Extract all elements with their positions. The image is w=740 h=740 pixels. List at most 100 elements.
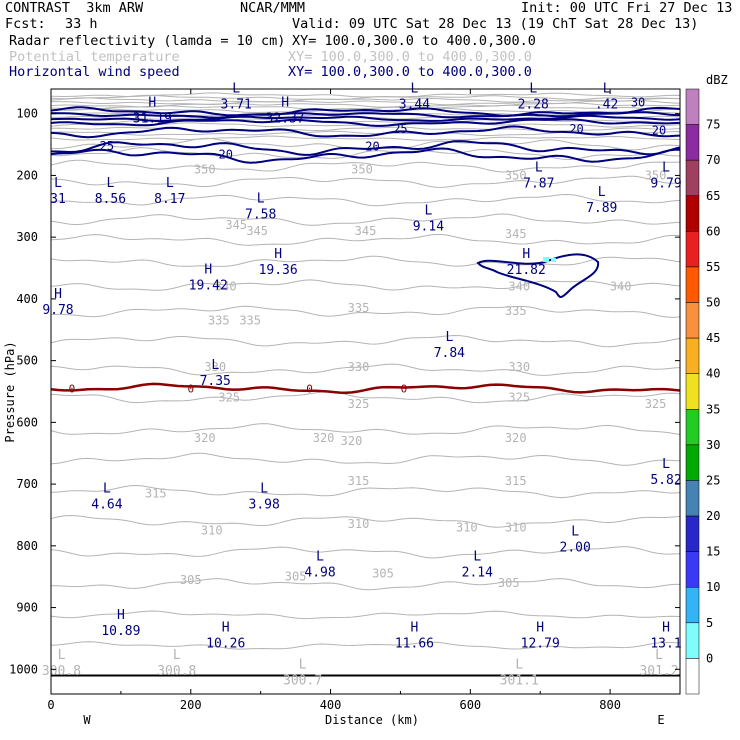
theta-contour-line — [51, 391, 680, 404]
theta-contour-line — [51, 92, 680, 98]
theta-label: 325 — [508, 391, 530, 405]
colorbar-swatch — [685, 266, 700, 303]
colorbar-label: 55 — [706, 260, 720, 274]
extremum-value: 7.35 — [200, 374, 231, 389]
y-tick-label: 400 — [16, 292, 38, 306]
freezing-label: 0 — [187, 382, 194, 395]
theta-label: 320 — [341, 434, 363, 448]
theta-label: 350 — [505, 168, 527, 182]
theta-label: 305 — [372, 567, 394, 581]
theta-contour-line — [51, 423, 680, 436]
extremum-value: 21.82 — [507, 263, 546, 278]
colorbar-label: 15 — [706, 545, 720, 559]
colorbar-swatch — [685, 586, 700, 624]
surface-extremum-letter: L — [173, 648, 181, 663]
extremum-value: 9.79 — [650, 176, 681, 191]
colorbar-label: 5 — [706, 616, 713, 630]
extremum-letter: H — [281, 96, 289, 111]
theta-label: 315 — [145, 486, 167, 500]
theta-contour-line — [51, 102, 680, 108]
wind-contours — [51, 106, 680, 298]
theta-contour-line — [51, 279, 680, 291]
theta-contour-line — [51, 610, 680, 620]
extremum-value: 9.78 — [42, 303, 73, 318]
wind-contour-line — [51, 147, 680, 164]
reflectivity-cell — [551, 258, 556, 262]
extremum-letter: L — [662, 160, 670, 175]
extremum-value: 7.84 — [434, 346, 465, 361]
theta-contour-line — [51, 126, 680, 132]
colorbar-label: 50 — [706, 296, 720, 310]
theta-label: 330 — [204, 360, 226, 374]
colorbar-swatch — [685, 480, 700, 517]
surface-extremum-value: 300.8 — [42, 664, 81, 679]
wind-label: 25 — [100, 139, 114, 153]
fcst-value: 33 h — [65, 16, 98, 32]
theta-contour-line — [51, 578, 680, 591]
wind-contour-line — [51, 118, 680, 127]
extremum-value: 10.89 — [101, 624, 140, 639]
theta-label: 320 — [194, 431, 216, 445]
theta-contour-line — [51, 213, 680, 226]
extremum-value: 31.19 — [133, 112, 172, 127]
colorbar-swatch — [685, 373, 700, 410]
extremum-value: 5.82 — [650, 473, 681, 488]
theta-contour-line — [51, 175, 680, 188]
theta-label: 350 — [351, 162, 373, 176]
extremum-value: 2.28 — [518, 97, 549, 112]
extremum-value: 10.26 — [206, 636, 245, 651]
theta-contour-line — [51, 514, 680, 528]
theta-label: 335 — [505, 304, 527, 318]
colorbar-swatch — [685, 409, 700, 446]
theta-label: 335 — [208, 314, 230, 328]
theta-contour-line — [51, 97, 680, 103]
y-tick-label: 300 — [16, 230, 38, 244]
direction-east: E — [657, 713, 664, 727]
extremum-value: 3.44 — [399, 97, 430, 112]
theta-label: 310 — [456, 520, 478, 534]
extremum-value: .42 — [595, 97, 618, 112]
theta-label: 350 — [194, 162, 216, 176]
wind-label: 20 — [652, 123, 666, 137]
theta-contour-line — [51, 107, 680, 114]
theta-label: 305 — [498, 576, 520, 590]
theta-label: 350 — [645, 168, 667, 182]
wind-contour-line — [51, 125, 680, 139]
theta-label: 340 — [610, 280, 632, 294]
fcst-label: Fcst: — [5, 16, 46, 32]
extremum-value: 3.71 — [221, 97, 252, 112]
extremum-letter: H — [204, 262, 212, 277]
theta-label: 325 — [348, 397, 370, 411]
colorbar-label: 70 — [706, 153, 720, 167]
colorbar-label: 25 — [706, 473, 720, 487]
theta-label: 325 — [645, 397, 667, 411]
theta-contour-line — [51, 546, 680, 559]
extremum-letter: L — [260, 481, 268, 496]
wind-contour-line — [51, 111, 680, 119]
extremum-letter: L — [257, 191, 265, 206]
extremum-letter: H — [117, 608, 125, 623]
extremum-letter: H — [411, 620, 419, 635]
extremum-letter: L — [598, 185, 606, 200]
extremum-value: 12.79 — [521, 636, 560, 651]
colorbar-label: 35 — [706, 402, 720, 416]
extremum-value: 19.42 — [189, 278, 228, 293]
theta-label: 345 — [225, 218, 247, 232]
extremum-letter: H — [54, 287, 62, 302]
y-tick-label: 800 — [16, 539, 38, 553]
theta-label: 310 — [505, 520, 527, 534]
x-tick-label: 600 — [459, 698, 481, 712]
extremum-letter: L — [473, 549, 481, 564]
extremum-value: 3.98 — [249, 497, 280, 512]
theta-label: 315 — [348, 474, 370, 488]
colorbar-swatch — [685, 444, 700, 481]
colorbar-swatch — [685, 124, 700, 161]
reflectivity-cell — [543, 257, 549, 262]
colorbar-label: 30 — [706, 438, 720, 452]
theta-contour-line — [51, 159, 680, 173]
field-xy-reflectivity: XY= 100.0,300.0 to 400.0,300.0 — [292, 33, 536, 49]
wind-contour-line — [51, 114, 680, 123]
plot-border — [50, 88, 681, 695]
theta-contour-line — [51, 193, 680, 207]
